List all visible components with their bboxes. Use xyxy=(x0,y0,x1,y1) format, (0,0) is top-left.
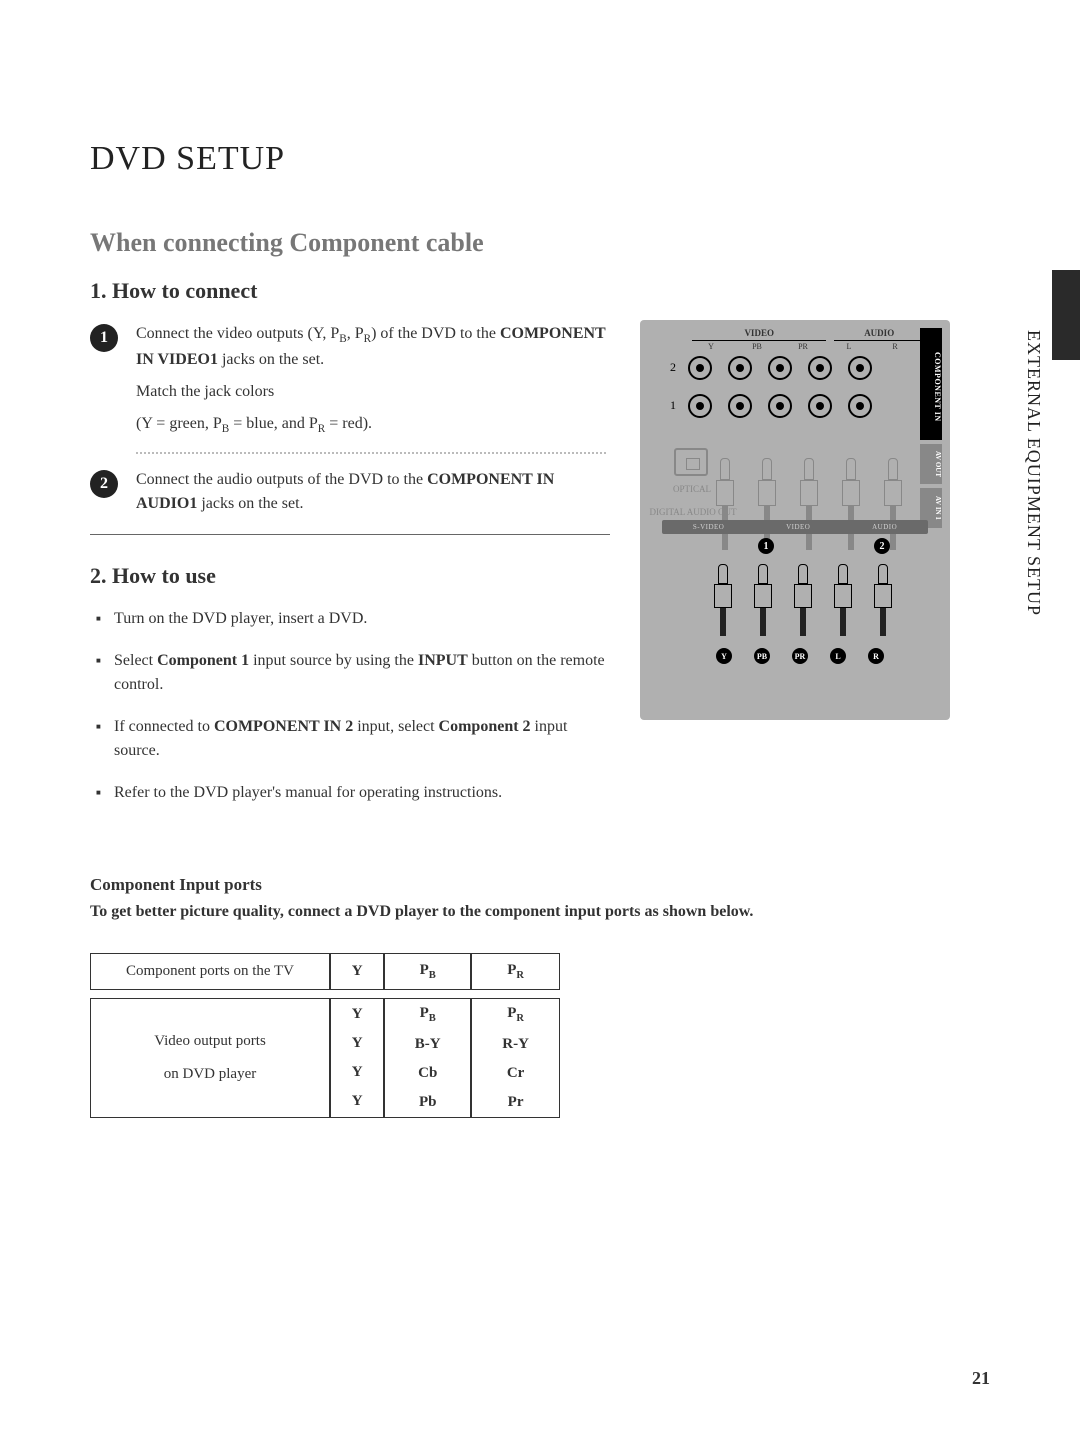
diagram-video-header: VIDEO xyxy=(692,328,826,341)
circled-pr-icon: PR xyxy=(792,648,808,664)
how-to-use-list: Turn on the DVD player, insert a DVD. Se… xyxy=(90,607,610,805)
rca-plug-icon xyxy=(792,564,814,628)
circled-2-icon: 2 xyxy=(874,538,890,554)
component-in-label: COMPONENT IN xyxy=(920,328,942,440)
circled-callouts-small: Y PB PR L R xyxy=(716,648,884,664)
ports-col-pr: PR xyxy=(471,953,560,990)
ports-cell: Y Y Y Y xyxy=(330,998,384,1118)
av-out-label: AV OUT xyxy=(920,444,942,484)
use-item-3: If connected to COMPONENT IN 2 input, se… xyxy=(90,715,610,763)
rca-plug-icon xyxy=(752,564,774,628)
ports-row2-label: Video output ports on DVD player xyxy=(90,998,330,1118)
dotted-separator xyxy=(136,452,606,454)
optical-port-icon xyxy=(674,448,708,476)
ports-row1-label: Component ports on the TV xyxy=(90,953,330,990)
jack-row-2: 2 xyxy=(688,356,872,380)
rca-plug-icon xyxy=(832,564,854,628)
jack-icon xyxy=(728,394,752,418)
table-row: Video output ports on DVD player Y Y Y Y… xyxy=(90,998,560,1118)
ports-table: Component ports on the TV Y PB PR Video … xyxy=(90,945,560,1126)
step-1: 1 Connect the video outputs (Y, PB, PR) … xyxy=(90,322,610,438)
circled-1-icon: 1 xyxy=(758,538,774,554)
use-item-1: Turn on the DVD player, insert a DVD. xyxy=(90,607,610,631)
sub-title: When connecting Component cable xyxy=(90,228,990,258)
ports-desc: To get better picture quality, connect a… xyxy=(90,903,990,921)
jack-icon xyxy=(808,356,832,380)
step-number-2: 2 xyxy=(90,470,118,498)
step-2-text: Connect the audio outputs of the DVD to … xyxy=(136,468,610,516)
ports-cell: PR R-Y Cr Pr xyxy=(471,998,560,1118)
connection-diagram: VIDEO AUDIO Y PB PR L R COMPONENT IN AV … xyxy=(640,320,950,720)
diagram-jack-labels: Y PB PR L R xyxy=(688,342,918,351)
circled-callouts-big: 1 2 xyxy=(758,538,890,554)
step-number-1: 1 xyxy=(90,324,118,352)
ports-heading: Component Input ports xyxy=(90,875,990,895)
ports-cell: PB B-Y Cb Pb xyxy=(384,998,471,1118)
ports-col-y: Y xyxy=(330,953,384,990)
rca-plug-icon xyxy=(872,564,894,628)
lower-plugs xyxy=(712,564,894,628)
jack-icon xyxy=(848,356,872,380)
jack-icon xyxy=(728,356,752,380)
use-item-2: Select Component 1 input source by using… xyxy=(90,649,610,697)
jack-icon xyxy=(808,394,832,418)
jack-icon xyxy=(688,394,712,418)
jack-icon xyxy=(848,394,872,418)
circled-pb-icon: PB xyxy=(754,648,770,664)
jack-icon xyxy=(768,394,792,418)
ports-col-pb: PB xyxy=(384,953,471,990)
dvd-rear-panel: S-VIDEO VIDEO AUDIO xyxy=(662,520,928,534)
jack-icon xyxy=(768,356,792,380)
use-item-4: Refer to the DVD player's manual for ope… xyxy=(90,781,610,805)
step-2: 2 Connect the audio outputs of the DVD t… xyxy=(90,468,610,516)
diagram-audio-header: AUDIO xyxy=(834,328,924,341)
page-number: 21 xyxy=(972,1368,990,1389)
rca-plug-icon xyxy=(712,564,734,628)
page-content: DVD SETUP When connecting Component cabl… xyxy=(0,0,1080,1206)
section-how-to-connect: 1. How to connect xyxy=(90,278,990,304)
page-title: DVD SETUP xyxy=(90,140,990,178)
table-row: Component ports on the TV Y PB PR xyxy=(90,953,560,990)
circled-y-icon: Y xyxy=(716,648,732,664)
step-1-text: Connect the video outputs (Y, PB, PR) of… xyxy=(136,322,610,438)
optical-label: OPTICAL xyxy=(670,484,714,494)
jack-icon xyxy=(688,356,712,380)
circled-r-icon: R xyxy=(868,648,884,664)
jack-row-1: 1 xyxy=(688,394,872,418)
solid-separator xyxy=(90,534,610,535)
circled-l-icon: L xyxy=(830,648,846,664)
